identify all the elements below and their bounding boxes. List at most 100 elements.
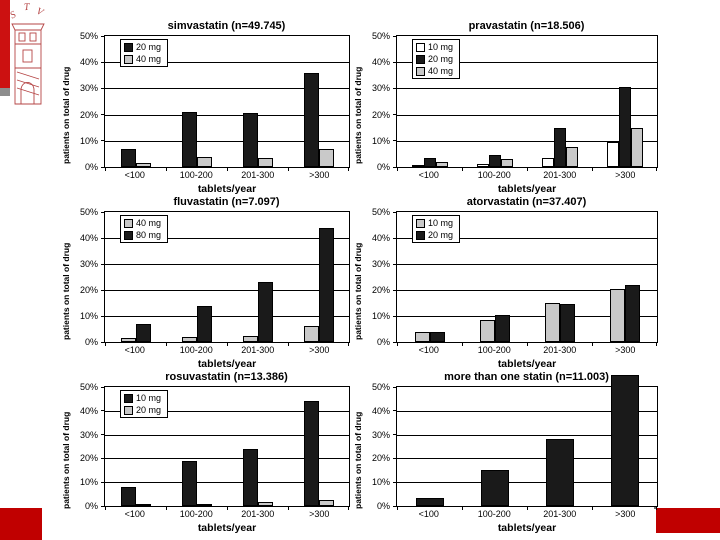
legend-entry: 20 mg	[124, 42, 161, 52]
bar	[480, 470, 509, 506]
x-tick-label: 100-200	[477, 509, 511, 519]
x-tick-label: <100	[124, 345, 145, 355]
y-tick-labels: 50% 40% 30% 20% 10% 0%	[73, 382, 102, 511]
bar	[318, 500, 334, 506]
x-tick-label: 201-300	[241, 170, 275, 180]
y-tick-label: 20%	[371, 285, 390, 295]
y-tick-label: 30%	[79, 429, 98, 440]
legend-swatch	[124, 218, 133, 228]
x-tick-label: <100	[124, 170, 145, 180]
chart-title: simvastatin (n=49.745)	[167, 20, 286, 32]
gray-accent-cap-left	[0, 88, 10, 96]
legend-label: 20 mg	[428, 54, 454, 64]
x-axis-tick	[166, 506, 167, 510]
bar	[423, 157, 436, 167]
y-tick-label: 10%	[371, 135, 390, 146]
legend-swatch	[124, 405, 133, 415]
y-axis-tick	[393, 211, 397, 213]
y-axis-tick	[101, 410, 105, 412]
x-tick-label: >300	[615, 509, 636, 519]
gridline	[105, 140, 349, 142]
plot-area: 50% 40% 30% 20% 10% 0% 10 mg 20 mg	[80, 382, 350, 511]
bar	[303, 401, 319, 506]
y-tick-label: 50%	[79, 31, 98, 41]
y-tick-label: 50%	[371, 31, 390, 41]
x-axis-tick	[348, 506, 349, 510]
gridline	[397, 482, 657, 484]
chart-fluvastatin: fluvastatin (n=7.097) patients on total o…	[60, 196, 350, 371]
x-axis-tick	[288, 167, 289, 171]
y-tick-labels: 50% 40% 30% 20% 10% 0%	[365, 207, 394, 347]
bar	[257, 157, 273, 167]
red-block-bottom-left	[0, 508, 42, 540]
y-tick-label: 40%	[371, 57, 390, 68]
legend-swatch	[416, 66, 425, 76]
x-tick-label: 201-300	[241, 345, 275, 355]
bar	[609, 288, 625, 342]
y-axis-tick	[393, 410, 397, 412]
x-tick-label: 201-300	[543, 509, 577, 519]
bar-group	[166, 212, 227, 342]
bar	[135, 163, 151, 167]
bar-group	[105, 387, 166, 506]
bar-group	[105, 36, 166, 167]
legend-entry: 80 mg	[124, 230, 161, 240]
y-axis-tick	[101, 61, 105, 63]
bar	[414, 331, 430, 342]
legend-swatch	[124, 230, 133, 240]
legend-entry: 20 mg	[416, 230, 453, 240]
chart-more-than-one-statin: more than one statin (n=11.003) patients …	[352, 371, 658, 535]
bar	[500, 159, 513, 167]
red-accent-bar-left	[0, 0, 10, 88]
y-tick-label: 40%	[371, 233, 390, 243]
x-tick-label: >300	[309, 345, 330, 355]
gridline	[397, 264, 657, 265]
x-tick-label: 100-200	[179, 345, 213, 355]
legend-label: 80 mg	[136, 230, 162, 240]
x-axis-title: tablets/year	[497, 358, 557, 370]
bar	[120, 486, 136, 506]
bar	[559, 304, 575, 342]
bar-group	[166, 36, 227, 167]
x-axis-tick	[592, 167, 593, 171]
bar	[606, 142, 619, 167]
bar-group	[527, 212, 592, 342]
chart-body: patients on total of drug 50% 40% 30% 20% 10%…	[352, 375, 658, 535]
bar	[120, 338, 136, 342]
bar	[196, 305, 212, 342]
bar-group	[397, 387, 462, 506]
chart-plot-column: 50% 40% 30% 20% 10% 0% 40 mg 80 mg <100 100-200 20…	[73, 207, 350, 371]
y-axis-tick	[101, 315, 105, 317]
chart-atorvastatin: atorvastatin (n=37.407) patients on total…	[352, 196, 658, 371]
chart-plot-column: 50% 40% 30% 20% 10% 0% <100 100-200 201-300 >300 t…	[365, 375, 658, 535]
x-axis-tick	[527, 506, 528, 510]
legend-entry: 20 mg	[416, 54, 453, 64]
legend-label: 20 mg	[428, 230, 454, 240]
y-axis-tick	[101, 166, 105, 168]
x-axis-tick	[227, 342, 228, 346]
gridline	[105, 410, 349, 412]
bar	[488, 155, 501, 167]
x-axis-tick	[592, 506, 593, 510]
x-axis-tick	[348, 167, 349, 171]
bar	[242, 335, 258, 342]
y-axis-title: patients on total of drug	[61, 66, 71, 165]
gridline	[397, 62, 657, 64]
y-tick-labels: 50% 40% 30% 20% 10% 0%	[365, 31, 394, 172]
x-tick-label: >300	[615, 170, 636, 180]
plot-area: 50% 40% 30% 20% 10% 0% 10 mg 20 mg 40 mg	[372, 31, 658, 172]
bar	[181, 460, 197, 506]
x-tick-label: >300	[615, 345, 636, 355]
bar	[544, 303, 560, 342]
bar	[435, 161, 448, 167]
y-tick-label: 50%	[371, 207, 390, 217]
y-axis-title: patients on total of drug	[61, 242, 71, 340]
x-axis-tick	[227, 506, 228, 510]
y-axis-tick	[101, 289, 105, 291]
gridline	[105, 264, 349, 265]
x-tick-label: <100	[418, 345, 439, 355]
chart-title: rosuvastatin (n=13.386)	[165, 371, 288, 383]
y-tick-label: 50%	[79, 382, 98, 392]
y-axis-tick	[101, 140, 105, 142]
gridline	[397, 140, 657, 142]
